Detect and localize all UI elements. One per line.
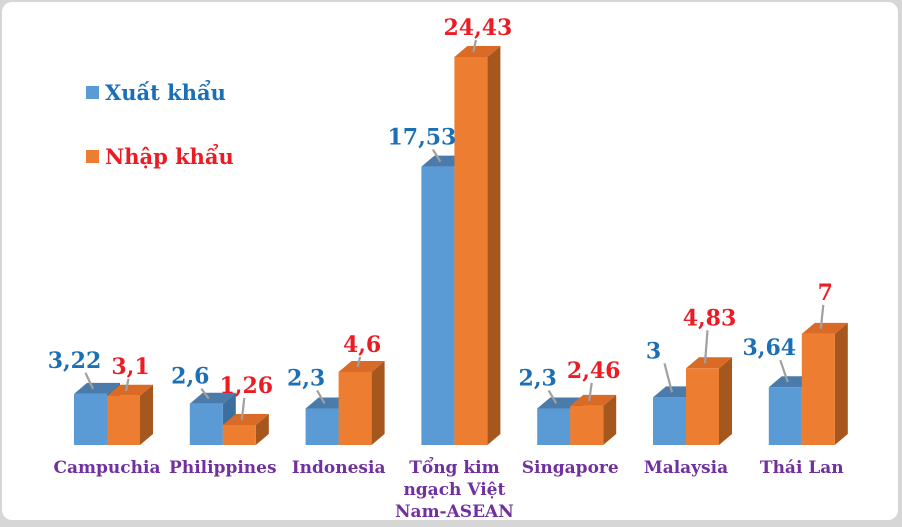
bar-top-import-5 xyxy=(686,357,732,369)
legend-swatch-import-icon xyxy=(86,149,99,163)
value-label-export-0: 3,22 xyxy=(48,348,102,374)
legend-label-import: Nhập khẩu xyxy=(105,143,234,169)
bar-top-import-1 xyxy=(222,413,269,425)
bar-front-export-4 xyxy=(537,408,571,445)
legend-item-xuat-khau: Xuất khẩu xyxy=(86,79,234,105)
value-label-export-6: 3,64 xyxy=(743,335,797,361)
leader-line xyxy=(588,382,593,402)
chart-container: Xuất khẩu Nhập khẩu Campuchia Philippines… xyxy=(2,2,898,520)
bar-front-import-6 xyxy=(801,333,835,445)
value-label-export-4: 2,3 xyxy=(519,365,557,391)
bar-side-import-2 xyxy=(371,360,385,445)
leader-line xyxy=(240,397,246,421)
legend-item-nhap-khau: Nhập khẩu xyxy=(86,143,234,169)
value-label-import-6: 7 xyxy=(818,280,833,306)
bar-top-import-2 xyxy=(338,360,385,372)
bar-top-import-0 xyxy=(107,384,153,396)
value-label-import-0: 3,1 xyxy=(111,354,149,380)
bar-front-import-1 xyxy=(222,424,256,445)
legend-swatch-export-icon xyxy=(86,85,99,99)
bar-side-import-3 xyxy=(487,46,501,445)
bar-front-import-5 xyxy=(686,368,719,445)
value-label-export-3: 17,53 xyxy=(387,125,456,151)
value-label-export-1: 2,6 xyxy=(171,364,209,390)
bar-chart-svg: Campuchia Philippines Indonesia Tổng kim ngạ… xyxy=(48,15,848,520)
value-label-import-3: 24,43 xyxy=(443,15,512,41)
leader-line xyxy=(819,304,825,329)
bar-side-import-5 xyxy=(719,357,732,445)
bar-front-import-3 xyxy=(454,57,488,445)
category-label-4: Singapore xyxy=(522,458,619,478)
leader-line xyxy=(703,330,709,364)
legend: Xuất khẩu Nhập khẩu xyxy=(86,80,234,208)
bar-side-import-1 xyxy=(255,413,269,445)
legend-label-export: Xuất khẩu xyxy=(105,79,226,105)
bar-front-export-5 xyxy=(653,397,686,445)
category-label-2: Indonesia xyxy=(292,458,386,478)
bar-front-import-2 xyxy=(338,371,372,445)
category-label-6: Thái Lan xyxy=(760,458,844,478)
bar-front-export-6 xyxy=(768,387,802,445)
value-label-export-5: 3 xyxy=(646,338,661,364)
value-label-import-4: 2,46 xyxy=(567,358,621,384)
leader-line xyxy=(431,149,442,163)
leader-line xyxy=(124,378,130,391)
bar-front-export-0 xyxy=(74,393,107,445)
bar-front-export-2 xyxy=(305,408,339,445)
leader-line xyxy=(779,359,789,383)
value-label-import-5: 4,83 xyxy=(683,305,737,331)
leader-line xyxy=(547,389,558,405)
leader-line xyxy=(316,389,326,405)
leader-line xyxy=(472,39,477,53)
bar-front-export-1 xyxy=(189,403,223,445)
bar-top-export-1 xyxy=(189,392,236,404)
bar-top-import-3 xyxy=(454,46,501,57)
category-label-1: Philippines xyxy=(169,458,277,478)
leader-line xyxy=(663,363,674,393)
value-label-export-2: 2,3 xyxy=(287,365,325,391)
value-label-import-2: 4,6 xyxy=(343,332,381,358)
leader-line xyxy=(84,372,94,390)
leader-line xyxy=(200,388,210,400)
value-label-import-1: 1,26 xyxy=(220,373,274,399)
bar-side-import-4 xyxy=(603,394,617,445)
category-label-3: Tổng kim ngạch Việt Nam-ASEAN xyxy=(395,456,514,520)
bar-top-export-0 xyxy=(74,382,120,394)
bar-front-export-3 xyxy=(421,166,455,445)
bar-front-import-0 xyxy=(107,395,140,445)
bar-top-import-4 xyxy=(570,394,617,406)
leader-line xyxy=(356,356,362,368)
bar-side-import-0 xyxy=(140,384,153,445)
category-label-5: Malaysia xyxy=(644,458,728,478)
bar-top-import-6 xyxy=(801,322,848,334)
bar-side-import-6 xyxy=(834,322,848,445)
category-label-0: Campuchia xyxy=(54,458,161,478)
bar-front-import-4 xyxy=(570,405,604,445)
